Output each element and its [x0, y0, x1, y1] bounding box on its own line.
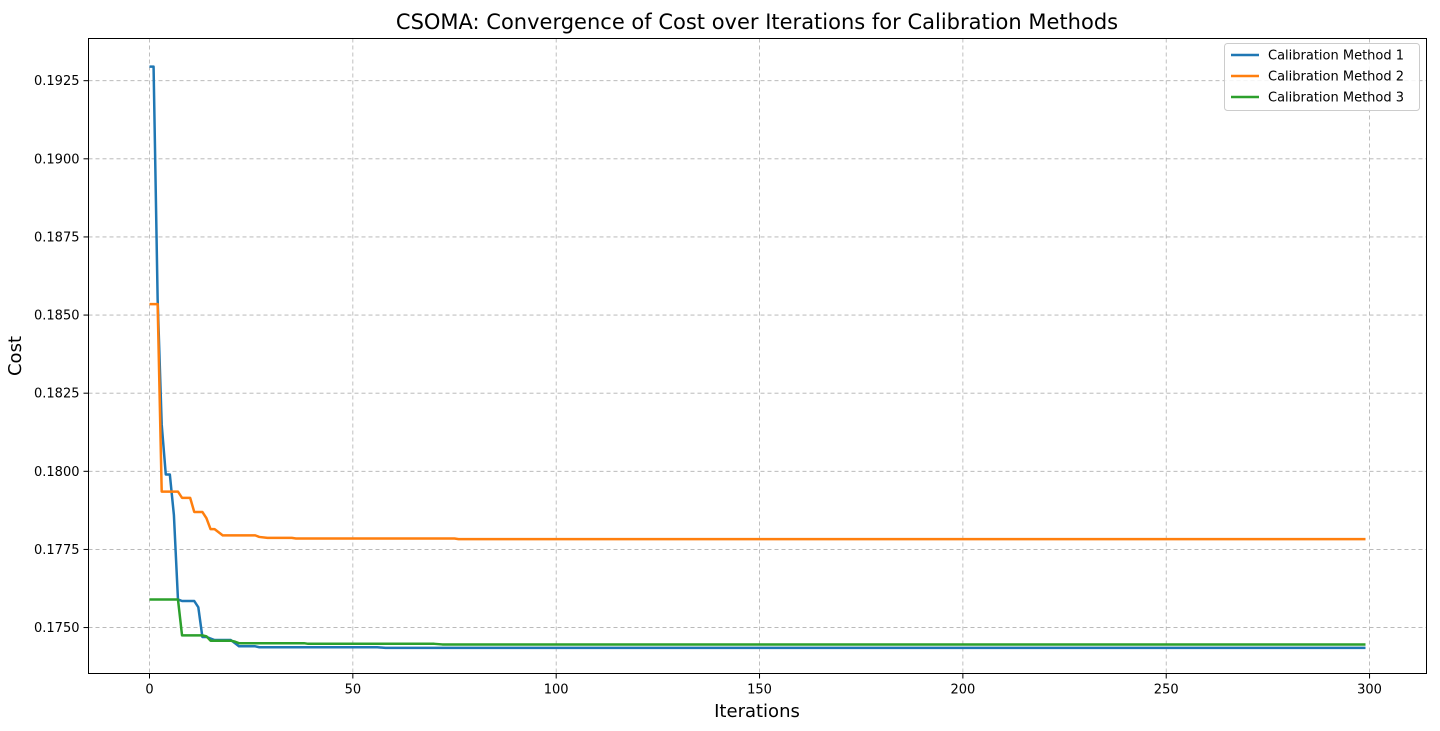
- series-line-method-1: [149, 65, 1366, 650]
- legend: Calibration Method 1 Calibration Method 2…: [1224, 43, 1420, 111]
- x-tick-label: 100: [544, 683, 569, 698]
- y-tick-label: 0.1750: [34, 621, 80, 636]
- y-axis-label: Cost: [5, 336, 26, 376]
- x-axis-label: Iterations: [714, 701, 800, 722]
- x-tick-label: 200: [950, 683, 975, 698]
- y-tick-label: 0.1775: [34, 543, 80, 558]
- x-tick-label: 250: [1154, 683, 1179, 698]
- chart-title: CSOMA: Convergence of Cost over Iteratio…: [396, 10, 1118, 34]
- series-lines: [149, 65, 1366, 650]
- x-axis-ticks: 0 50 100 150 200 250 300: [145, 673, 1382, 698]
- series-line-method-3: [149, 598, 1366, 646]
- grid: [88, 38, 1427, 674]
- x-tick-label: 300: [1357, 683, 1382, 698]
- legend-label-method-3: Calibration Method 3: [1268, 91, 1404, 106]
- series-line-method-2: [149, 302, 1366, 541]
- y-tick-label: 0.1875: [34, 230, 80, 245]
- legend-label-method-2: Calibration Method 2: [1268, 70, 1404, 85]
- y-axis-ticks: 0.1750 0.1775 0.1800 0.1825 0.1850 0.1875 0.19…: [34, 74, 89, 636]
- y-tick-label: 0.1825: [34, 387, 80, 402]
- legend-box: [1224, 43, 1420, 111]
- x-tick-label: 150: [747, 683, 772, 698]
- legend-label-method-1: Calibration Method 1: [1268, 49, 1404, 64]
- x-tick-label: 50: [345, 683, 362, 698]
- y-tick-label: 0.1925: [34, 74, 80, 89]
- y-tick-label: 0.1900: [34, 152, 80, 167]
- y-tick-label: 0.1800: [34, 465, 80, 480]
- y-tick-label: 0.1850: [34, 309, 80, 324]
- plot-frame: [88, 38, 1427, 674]
- x-tick-label: 0: [145, 683, 153, 698]
